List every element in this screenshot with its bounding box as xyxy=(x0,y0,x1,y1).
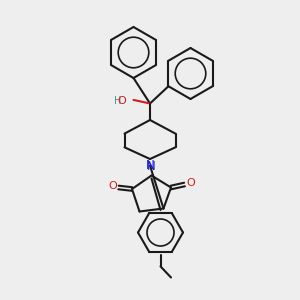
Text: H: H xyxy=(113,95,121,106)
Text: N: N xyxy=(147,160,156,173)
Text: O: O xyxy=(186,178,195,188)
Text: N: N xyxy=(146,159,154,172)
Text: O: O xyxy=(108,181,117,191)
Text: O: O xyxy=(118,95,127,106)
